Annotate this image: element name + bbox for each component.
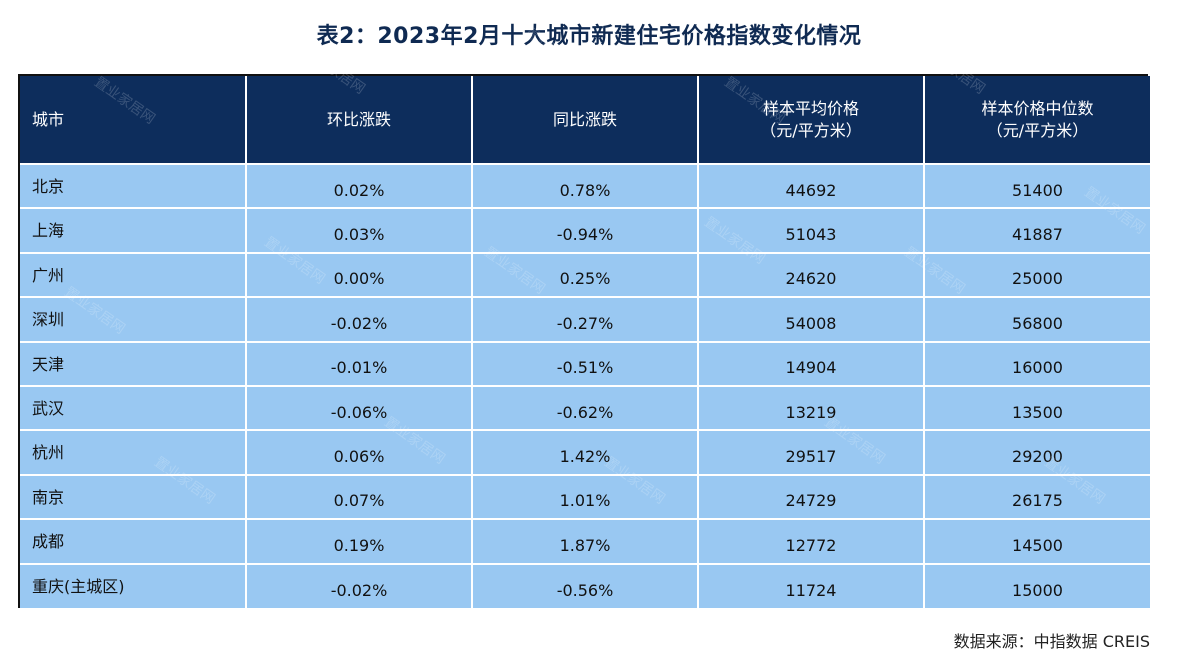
cell-mom-change: 0.03%	[246, 207, 473, 253]
cell-city: 北京	[20, 162, 247, 209]
cell-yoy-change: -0.62%	[472, 384, 699, 431]
column-header-yoy-change: 同比涨跌	[472, 76, 699, 164]
cell-yoy-change: 1.87%	[472, 518, 699, 564]
price-index-table: 城市 环比涨跌 同比涨跌 样本平均价格 （元/平方米） 样本价格中位数 （元/平…	[20, 76, 1150, 608]
cell-median-price: 56800	[924, 296, 1150, 342]
cell-median-price: 13500	[924, 384, 1150, 431]
cell-yoy-change: -0.94%	[472, 207, 699, 253]
cell-mom-change: -0.06%	[246, 384, 473, 431]
cell-city: 南京	[20, 473, 247, 520]
cell-city: 武汉	[20, 384, 247, 431]
column-header-mom-change: 环比涨跌	[246, 76, 473, 164]
cell-median-price: 16000	[924, 340, 1150, 386]
cell-average-price: 24620	[698, 251, 925, 298]
cell-median-price: 14500	[924, 518, 1150, 564]
cell-average-price: 51043	[698, 207, 925, 253]
cell-mom-change: 0.00%	[246, 251, 473, 298]
cell-mom-change: -0.01%	[246, 340, 473, 386]
cell-average-price: 12772	[698, 518, 925, 564]
cell-city: 上海	[20, 207, 247, 253]
data-source-note: 数据来源：中指数据 CREIS	[953, 632, 1150, 651]
column-header-average-price: 样本平均价格 （元/平方米）	[698, 76, 925, 164]
cell-median-price: 26175	[924, 473, 1150, 520]
cell-average-price: 29517	[698, 429, 925, 475]
cell-city: 重庆(主城区)	[20, 562, 247, 608]
cell-yoy-change: -0.56%	[472, 562, 699, 608]
cell-average-price: 54008	[698, 296, 925, 342]
cell-mom-change: 0.07%	[246, 473, 473, 520]
cell-median-price: 41887	[924, 207, 1150, 253]
table-row: 重庆(主城区) -0.02% -0.56% 11724 15000	[20, 562, 1150, 608]
price-index-table-container: 城市 环比涨跌 同比涨跌 样本平均价格 （元/平方米） 样本价格中位数 （元/平…	[18, 74, 1150, 608]
table-row: 广州 0.00% 0.25% 24620 25000	[20, 251, 1150, 298]
cell-median-price: 51400	[924, 162, 1150, 209]
table-row: 武汉 -0.06% -0.62% 13219 13500	[20, 384, 1150, 431]
cell-average-price: 44692	[698, 162, 925, 209]
cell-mom-change: 0.02%	[246, 162, 473, 209]
column-header-median-price: 样本价格中位数 （元/平方米）	[924, 76, 1150, 164]
table-row: 上海 0.03% -0.94% 51043 41887	[20, 207, 1150, 253]
table-row: 北京 0.02% 0.78% 44692 51400	[20, 162, 1150, 209]
cell-mom-change: 0.19%	[246, 518, 473, 564]
cell-city: 杭州	[20, 429, 247, 475]
cell-mom-change: -0.02%	[246, 296, 473, 342]
cell-yoy-change: -0.51%	[472, 340, 699, 386]
cell-average-price: 11724	[698, 562, 925, 608]
cell-yoy-change: -0.27%	[472, 296, 699, 342]
cell-median-price: 25000	[924, 251, 1150, 298]
cell-mom-change: 0.06%	[246, 429, 473, 475]
page-title: 表2：2023年2月十大城市新建住宅价格指数变化情况	[316, 24, 862, 49]
table-row: 杭州 0.06% 1.42% 29517 29200	[20, 429, 1150, 475]
cell-city: 成都	[20, 518, 247, 564]
cell-average-price: 13219	[698, 384, 925, 431]
column-header-city: 城市	[20, 76, 247, 164]
cell-city: 广州	[20, 251, 247, 298]
cell-yoy-change: 0.78%	[472, 162, 699, 209]
table-row: 天津 -0.01% -0.51% 14904 16000	[20, 340, 1150, 386]
cell-median-price: 15000	[924, 562, 1150, 608]
table-body: 北京 0.02% 0.78% 44692 51400 上海 0.03% -0.94% 51043…	[20, 162, 1150, 608]
table-row: 成都 0.19% 1.87% 12772 14500	[20, 518, 1150, 564]
cell-yoy-change: 0.25%	[472, 251, 699, 298]
table-row: 深圳 -0.02% -0.27% 54008 56800	[20, 296, 1150, 342]
cell-median-price: 29200	[924, 429, 1150, 475]
cell-yoy-change: 1.01%	[472, 473, 699, 520]
cell-average-price: 14904	[698, 340, 925, 386]
table-header-row: 城市 环比涨跌 同比涨跌 样本平均价格 （元/平方米） 样本价格中位数 （元/平…	[20, 76, 1150, 164]
cell-city: 天津	[20, 340, 247, 386]
cell-mom-change: -0.02%	[246, 562, 473, 608]
cell-yoy-change: 1.42%	[472, 429, 699, 475]
cell-city: 深圳	[20, 296, 247, 342]
cell-average-price: 24729	[698, 473, 925, 520]
table-row: 南京 0.07% 1.01% 24729 26175	[20, 473, 1150, 520]
